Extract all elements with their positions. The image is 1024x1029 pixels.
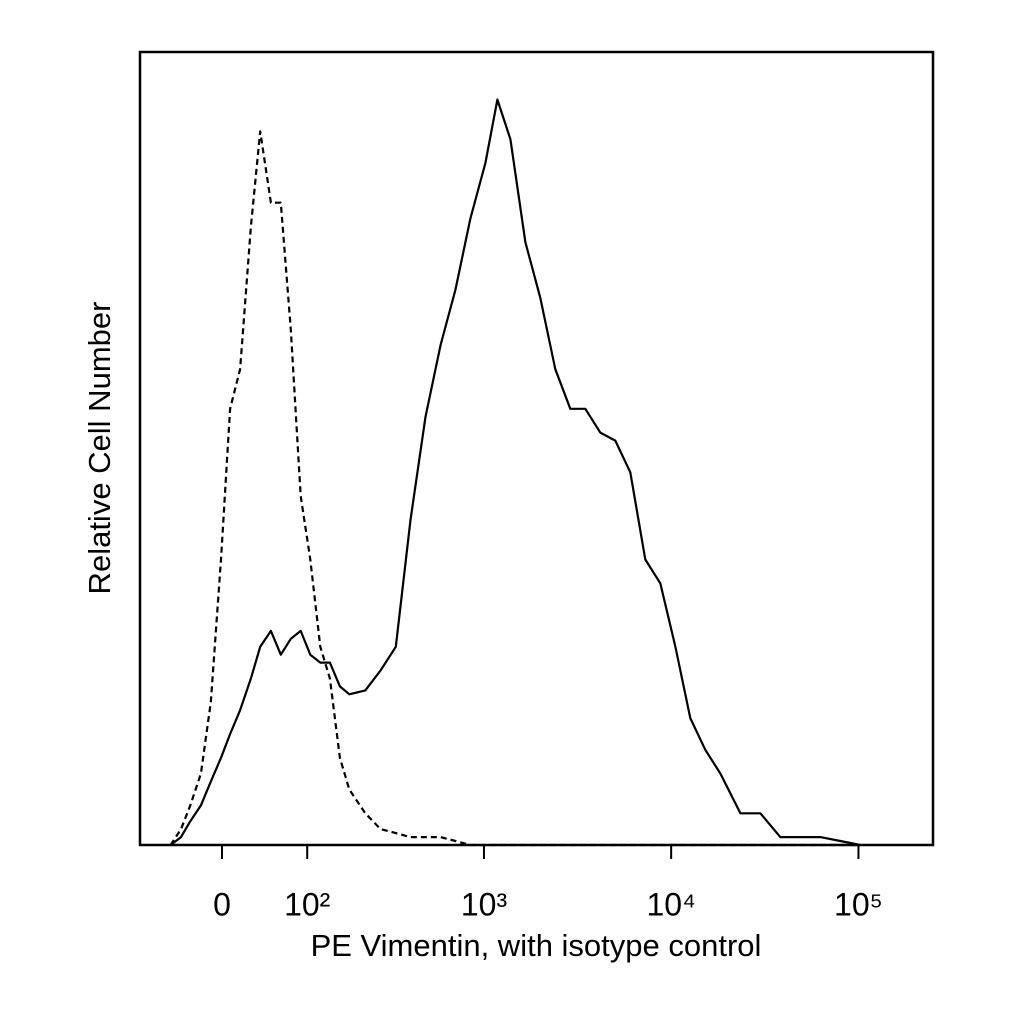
y-axis-label: Relative Cell Number: [82, 302, 117, 595]
histogram-line: [169, 130, 861, 847]
x-tick-label: 10²: [284, 886, 331, 922]
x-tick-label: 10⁵: [834, 886, 883, 922]
x-tick-label: 0: [213, 886, 231, 922]
x-tick-label: 10³: [461, 886, 508, 922]
histogram-line: [169, 98, 861, 847]
plot-frame: [138, 50, 935, 847]
x-tick-label: 10⁴: [646, 886, 695, 922]
x-axis-label: PE Vimentin, with isotype control: [311, 928, 762, 963]
